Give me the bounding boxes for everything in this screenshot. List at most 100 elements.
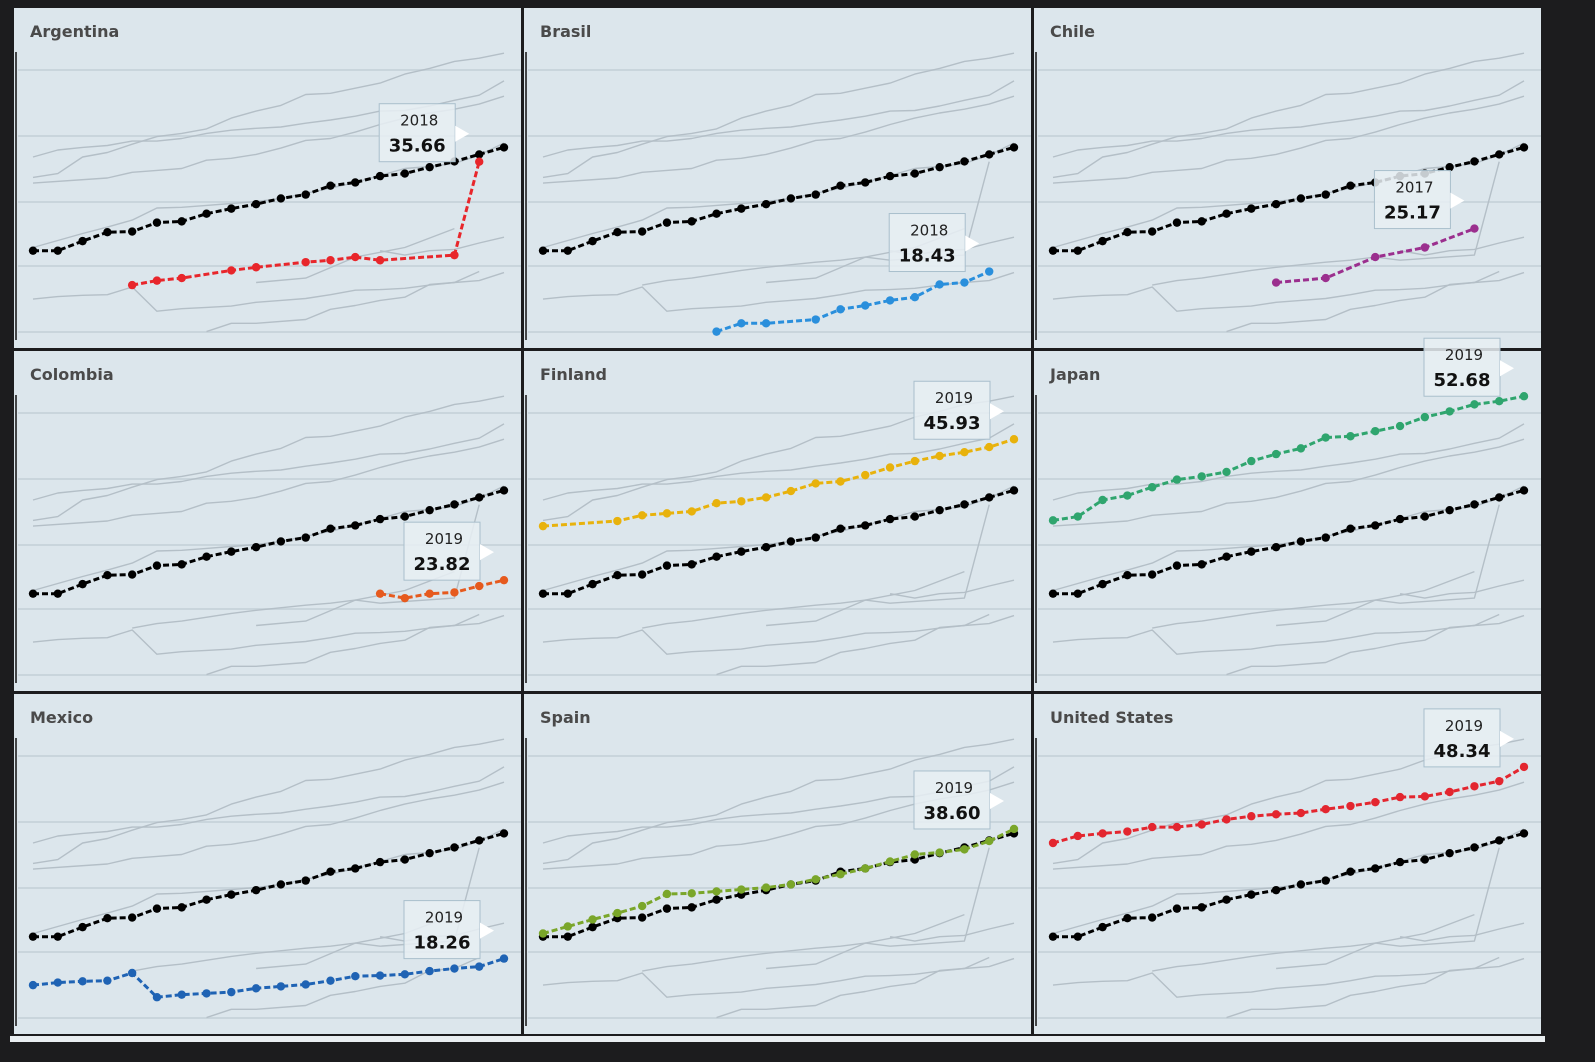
highlight-line-point <box>885 857 895 866</box>
highlight-line-point <box>761 319 771 328</box>
reference-line-point <box>1222 895 1231 904</box>
highlight-line-point <box>613 516 622 526</box>
highlight-line-point <box>861 301 870 310</box>
reference-line-point <box>152 218 162 227</box>
reference-line-point <box>78 236 87 246</box>
annotation-year: 2019 <box>935 389 973 407</box>
highlight-line-point <box>1197 820 1206 829</box>
context-line <box>1276 570 1475 627</box>
reference-line-point <box>1470 843 1479 852</box>
highlight-line-point <box>1073 512 1082 521</box>
highlight-line-point <box>499 954 509 963</box>
reference-line-point <box>1172 561 1182 570</box>
context-line <box>32 395 505 522</box>
reference-line-point <box>1147 913 1157 922</box>
reference-line-point <box>1009 143 1019 152</box>
highlight-line-point <box>861 470 870 480</box>
reference-line-point <box>1271 199 1281 209</box>
annotation-box <box>913 770 991 830</box>
reference-line-point <box>251 199 261 209</box>
reference-line-point <box>1519 143 1529 152</box>
panel-background <box>524 8 1031 348</box>
context-line <box>766 570 965 627</box>
highlight-line-point <box>960 447 969 457</box>
reference-line-point <box>662 561 672 570</box>
highlight-line-point <box>737 497 746 506</box>
reference-line-point <box>563 932 572 941</box>
reference-line-point <box>1321 876 1330 885</box>
highlight-line-point <box>28 980 38 990</box>
highlight-line-point <box>351 252 360 262</box>
context-line <box>32 52 505 179</box>
reference-line-point <box>811 533 820 542</box>
reference-line-point <box>563 246 572 255</box>
reference-line-point <box>637 570 647 579</box>
reference-line-point <box>985 493 994 502</box>
annotation-year: 2018 <box>400 112 438 130</box>
highlight-line-point <box>1495 396 1504 406</box>
highlight-line-point <box>1048 838 1058 848</box>
reference-line-point <box>1321 190 1330 199</box>
reference-line-point <box>400 512 410 521</box>
context-line <box>542 52 1015 179</box>
highlight-line-point <box>1445 787 1454 797</box>
highlight-line-point <box>251 984 261 993</box>
annotation-value: 45.93 <box>924 413 981 434</box>
context-line <box>1052 271 1525 312</box>
annotation-arrow <box>455 125 470 142</box>
reference-line-point <box>1346 524 1355 533</box>
reference-line-point <box>499 829 509 838</box>
context-line <box>32 271 505 312</box>
reference-line-point <box>301 533 310 542</box>
reference-line-point <box>425 505 434 515</box>
reference-line-point <box>861 521 870 530</box>
context-line <box>32 423 505 501</box>
highlight-line-point <box>450 250 459 260</box>
reference-line-point <box>177 560 186 569</box>
reference-line-point <box>375 857 385 867</box>
highlight-line-point <box>53 978 62 987</box>
panel-background <box>524 694 1031 1034</box>
context-line <box>32 781 505 870</box>
highlight-line-point <box>1147 822 1157 832</box>
panel: Finland 2019 45.93 <box>524 351 1031 691</box>
reference-line-point <box>103 227 112 237</box>
highlight-line-point <box>1445 407 1454 416</box>
context-line <box>32 766 505 844</box>
highlight-line-point <box>1009 824 1019 834</box>
annotation-value: 48.34 <box>1434 741 1491 762</box>
annotation-arrow <box>1500 730 1514 747</box>
highlight-line-point <box>935 848 944 857</box>
context-line <box>542 80 1015 158</box>
reference-line-point <box>1420 855 1430 864</box>
highlight-line-point <box>152 993 162 1002</box>
reference-line-point <box>351 178 360 187</box>
reference-line-point <box>1247 547 1256 556</box>
annotation-arrow <box>990 792 1004 809</box>
highlight-line-point <box>811 875 820 884</box>
panel: United States 2019 48.34 <box>1034 694 1541 1034</box>
reference-line-point <box>475 150 484 159</box>
reference-line-point <box>712 552 721 561</box>
panel-title: Colombia <box>30 365 114 384</box>
reference-line-point <box>251 885 261 895</box>
highlight-line-point <box>1346 801 1355 811</box>
reference-line-point <box>202 552 211 561</box>
reference-line-point <box>375 514 385 524</box>
reference-line-point <box>28 589 38 598</box>
context-line <box>1052 614 1525 655</box>
context-line <box>1052 423 1525 501</box>
reference-line-point <box>1073 246 1082 255</box>
highlight-line-point <box>103 976 112 985</box>
highlight-line-point <box>475 962 484 971</box>
annotation-box <box>1423 708 1501 768</box>
highlight-line-point <box>861 864 870 873</box>
highlight-line-point <box>1470 224 1479 233</box>
reference-line-point <box>1495 836 1504 845</box>
reference-line-point <box>935 162 944 172</box>
reference-line-point <box>301 190 310 199</box>
reference-line-point <box>687 560 696 569</box>
context-line <box>1052 80 1525 158</box>
reference-line-point <box>276 880 286 889</box>
highlight-line-point <box>1321 273 1330 283</box>
